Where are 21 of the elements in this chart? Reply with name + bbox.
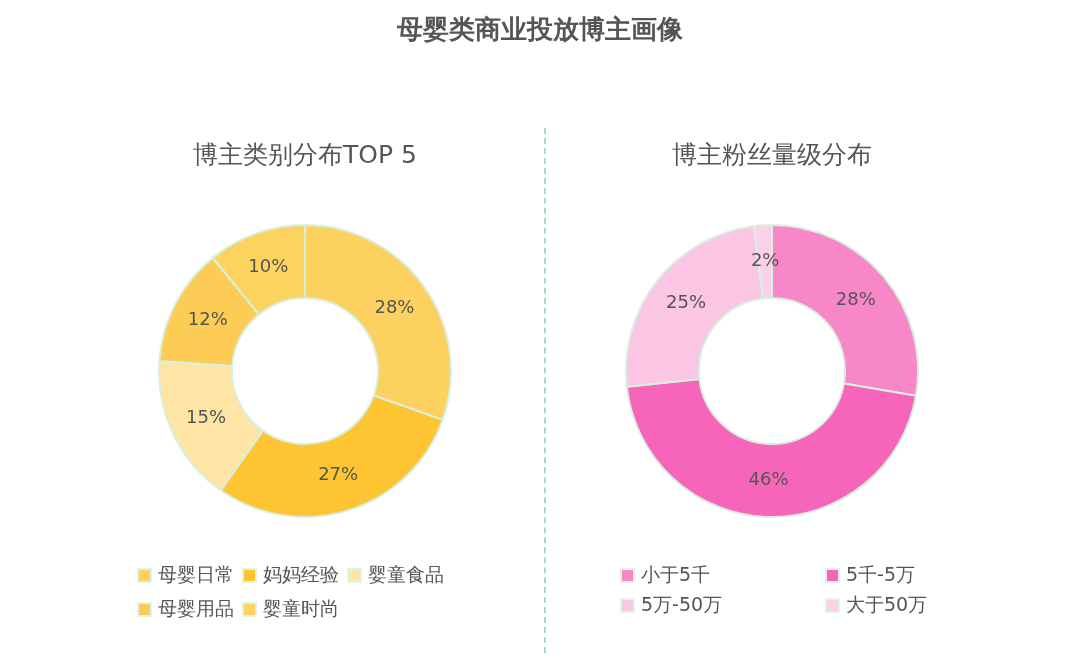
legend-label: 婴童食品	[368, 562, 444, 587]
legend-label: 婴童时尚	[263, 596, 339, 621]
data-label: 28%	[374, 295, 415, 317]
legend-label: 5万-50万	[641, 592, 723, 617]
legend-label: 母婴日常	[158, 562, 234, 587]
text: 母婴类商业投放博主画像	[396, 13, 684, 46]
legend-label: 大于50万	[846, 592, 928, 617]
data-label: 10%	[248, 255, 289, 277]
data-label: 25%	[666, 290, 707, 312]
data-label: 27%	[318, 463, 359, 485]
legend-label: 5千-5万	[846, 562, 916, 587]
data-label: 12%	[187, 308, 228, 330]
legend-label: 小于5千	[641, 562, 711, 587]
data-label: 46%	[748, 468, 789, 490]
data-label: 28%	[835, 288, 876, 310]
data-label: 15%	[186, 405, 227, 427]
legend-label: 母婴用品	[158, 596, 234, 621]
legend-label: 妈妈经验	[263, 562, 339, 587]
chart-title: 博主类别分布TOP 5	[192, 139, 418, 171]
chart-title: 博主粉丝量级分布	[671, 139, 873, 171]
data-label: 2%	[750, 249, 780, 271]
